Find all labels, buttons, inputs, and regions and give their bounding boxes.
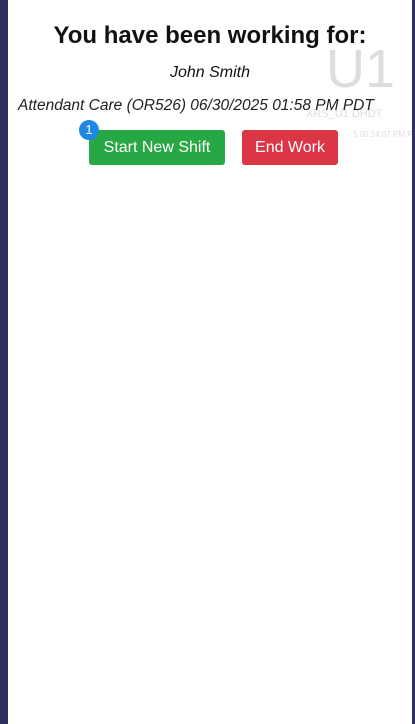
watermark: U1	[326, 39, 396, 99]
badge: 1	[79, 120, 99, 140]
watermark-time: 5 05:14:07 PM PD	[353, 130, 415, 139]
watermark-text: XRS_U1 DHDT	[306, 108, 383, 120]
client-name: John Smith	[169, 64, 251, 81]
start-shift-button[interactable]: Start New Shift	[89, 130, 225, 165]
title: You have been working for:	[53, 22, 367, 49]
end-work-button[interactable]: End Work	[242, 130, 338, 165]
service-info: Attendant Care (OR526) 06/30/2025 01:58 …	[18, 97, 374, 114]
